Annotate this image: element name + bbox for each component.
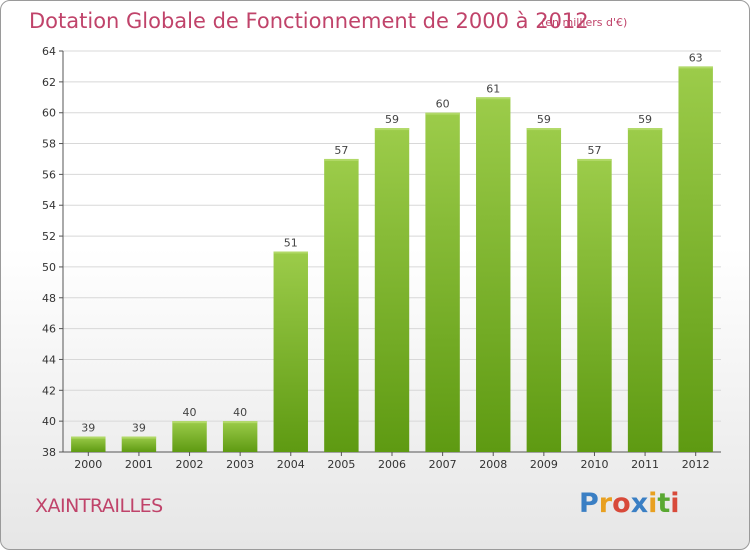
y-tick-label: 64 [42, 45, 56, 58]
data-label: 57 [587, 144, 601, 157]
y-tick-label: 56 [42, 168, 56, 181]
bar-highlight [374, 128, 410, 131]
x-tick-label: 2006 [378, 458, 406, 471]
bar-2002 [172, 421, 207, 452]
data-label: 39 [81, 422, 95, 435]
x-tick-label: 2002 [176, 458, 204, 471]
logo-letter: x [630, 488, 649, 519]
bar-2004 [273, 251, 308, 452]
bar-2001 [121, 436, 157, 452]
y-tick-label: 42 [42, 384, 56, 397]
bar-2005 [324, 158, 359, 452]
y-tick-label: 50 [42, 261, 56, 274]
bar-highlight [324, 158, 359, 161]
data-label: 40 [183, 406, 197, 419]
logo-letter: r [598, 488, 613, 519]
proxiti-logo[interactable]: Proxiti [579, 488, 680, 519]
bar-highlight [476, 97, 511, 100]
y-tick-label: 38 [42, 446, 56, 459]
bar-2003 [222, 421, 258, 452]
logo-letter: i [648, 488, 658, 519]
x-tick-label: 2008 [479, 458, 507, 471]
y-tick-label: 52 [42, 230, 56, 243]
bar-highlight [577, 158, 612, 161]
bar-2007 [425, 112, 460, 452]
bar-2010 [577, 158, 612, 452]
data-label: 60 [436, 98, 450, 111]
y-tick-label: 54 [42, 199, 56, 212]
bar-highlight [273, 251, 308, 254]
data-label: 61 [486, 82, 500, 95]
bar-highlight [678, 66, 713, 69]
x-tick-label: 2010 [580, 458, 608, 471]
bar-highlight [71, 436, 106, 439]
bar-highlight [425, 112, 460, 115]
data-labels: 39 39 40 40 51 57 59 60 61 59 57 59 63 [81, 51, 702, 434]
data-label: 59 [638, 113, 652, 126]
x-tick-label: 2007 [429, 458, 457, 471]
bar-2000 [71, 436, 106, 452]
data-label: 39 [132, 422, 146, 435]
x-tick-label: 2005 [327, 458, 355, 471]
logo-letter: i [670, 488, 680, 519]
commune-name: XAINTRAILLES [35, 495, 163, 517]
data-label: 63 [689, 51, 703, 64]
logo-letter: o [612, 488, 631, 519]
bar-2011 [627, 128, 663, 452]
y-tick-label: 46 [42, 323, 56, 336]
axes: 38 40 42 44 46 48 50 52 54 56 58 60 62 64 2000 2001 2002… [42, 45, 721, 471]
x-tick-label: 2012 [682, 458, 710, 471]
bar-highlight [627, 128, 663, 131]
bar-2008 [476, 97, 511, 453]
bar-2009 [526, 128, 562, 452]
x-tick-label: 2004 [277, 458, 305, 471]
x-tick-label: 2011 [631, 458, 659, 471]
y-tick-label: 48 [42, 292, 56, 305]
bars [71, 66, 713, 453]
y-tick-label: 58 [42, 138, 56, 151]
data-label: 57 [334, 144, 348, 157]
y-tick-label: 44 [42, 353, 56, 366]
data-label: 59 [385, 113, 399, 126]
y-tick-label: 62 [42, 76, 56, 89]
x-tick-label: 2001 [125, 458, 153, 471]
bar-highlight [172, 421, 207, 424]
unit-note: (en milliers d'€) [541, 16, 628, 29]
logo-letter: t [657, 488, 671, 519]
data-label: 59 [537, 113, 551, 126]
y-tick-label: 40 [42, 415, 56, 428]
data-label: 51 [284, 237, 298, 250]
chart-title: Dotation Globale de Fonctionnement de 20… [29, 9, 589, 33]
bar-2012 [678, 66, 713, 452]
x-tick-label: 2009 [530, 458, 558, 471]
data-label: 40 [233, 406, 247, 419]
bar-2006 [374, 128, 410, 452]
y-tick-label: 60 [42, 107, 56, 120]
x-tick-label: 2000 [74, 458, 102, 471]
logo-letter: P [579, 488, 599, 519]
bar-highlight [121, 436, 157, 439]
x-tick-label: 2003 [226, 458, 254, 471]
bar-highlight [222, 421, 258, 424]
bar-highlight [526, 128, 562, 131]
